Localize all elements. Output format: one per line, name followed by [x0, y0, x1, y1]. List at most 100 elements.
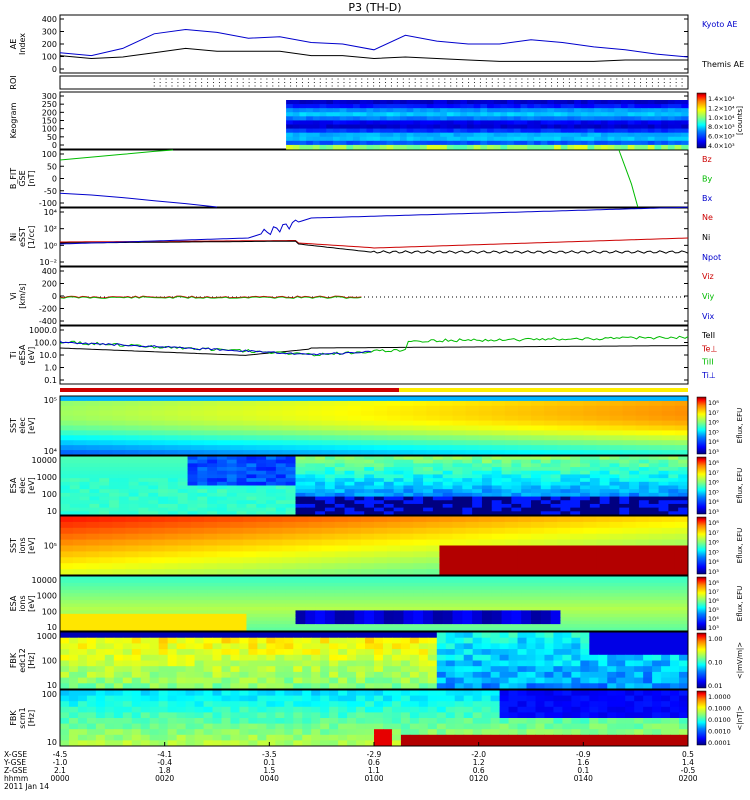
spectrogram-cell	[678, 503, 689, 509]
spectrogram-cell	[347, 396, 362, 402]
spectrogram-cell	[619, 589, 630, 594]
spectrogram-cell	[190, 563, 205, 570]
spectrogram-cell	[629, 474, 640, 479]
spectrogram-cell	[360, 405, 375, 412]
keogram-cell	[487, 140, 495, 146]
spectrogram-cell	[79, 467, 90, 472]
keogram-cell	[366, 112, 374, 117]
spectrogram-cell	[599, 478, 610, 483]
spectrogram-cell	[481, 632, 492, 639]
spectrogram-cell	[521, 603, 532, 608]
spectrogram-cell	[321, 533, 336, 541]
keogram-cell	[399, 104, 408, 109]
spectrogram-cell	[550, 617, 561, 622]
spectrogram-cell	[609, 579, 620, 584]
spectrogram-cell	[374, 492, 385, 498]
keogram-cell	[527, 104, 535, 109]
spectrogram-cell	[648, 600, 660, 604]
spectrogram-cell	[658, 507, 669, 512]
spectrogram-cell	[501, 474, 512, 479]
spectrogram-cell	[295, 415, 310, 422]
spectrogram-cell	[109, 582, 120, 587]
keogram-cell	[312, 128, 321, 134]
spectrogram-cell	[511, 627, 522, 632]
spectrogram-cell	[295, 440, 310, 446]
spectrogram-cell	[432, 492, 444, 498]
spectrogram-cell	[295, 400, 310, 407]
roi-dot	[331, 81, 333, 84]
spectrogram-cell	[511, 474, 522, 479]
spectrogram-cell	[652, 666, 662, 673]
spectrogram-cell	[491, 557, 506, 564]
spectrogram-cell	[374, 425, 388, 431]
spectrogram-cell	[491, 593, 503, 598]
spectrogram-cell	[393, 627, 404, 632]
spectrogram-cell	[89, 596, 100, 601]
spectrogram-cell	[427, 649, 438, 656]
spectrogram-cell	[472, 503, 483, 509]
spectrogram-cell	[131, 660, 142, 667]
spectrogram-cell	[374, 459, 385, 464]
spectrogram-cell	[439, 450, 453, 456]
spectrogram-cell	[125, 516, 139, 523]
spectrogram-cell	[285, 474, 296, 479]
spectrogram-cell	[452, 415, 467, 422]
spectrogram-cell	[113, 660, 124, 667]
spectrogram-cell	[418, 643, 429, 650]
spectrogram-cell	[517, 563, 532, 570]
spectrogram-cell	[217, 500, 228, 505]
spectrogram-cell	[393, 586, 404, 591]
spectrogram-cell	[544, 430, 558, 436]
keogram-cell	[533, 136, 542, 142]
spectrogram-cell	[86, 660, 97, 667]
spectrogram-cell	[148, 596, 159, 601]
spectrogram-cell	[383, 467, 395, 472]
spectrogram-cell	[638, 596, 650, 601]
roi-dot	[456, 85, 458, 87]
spectrogram-cell	[77, 643, 88, 650]
spectrogram-cell	[269, 420, 283, 426]
spectrogram-cell	[344, 624, 355, 629]
spectrogram-cell	[400, 440, 414, 446]
spectrogram-cell	[364, 586, 375, 591]
spectrogram-cell	[321, 539, 336, 546]
spectrogram-cell	[344, 579, 355, 584]
spectrogram-cell	[308, 521, 323, 529]
spectrogram-cell	[383, 613, 395, 618]
keogram-cell	[359, 104, 368, 109]
spectrogram-cell	[491, 425, 506, 431]
spectrogram-cell	[69, 485, 81, 490]
spectrogram-cell	[491, 489, 503, 494]
spectrogram-cell	[550, 503, 561, 509]
spectrogram-cell	[334, 400, 349, 407]
spectrogram-cell	[217, 627, 228, 632]
spectrogram-cell	[463, 649, 474, 656]
spectrogram-cell	[185, 660, 196, 667]
spectrogram-cell	[334, 470, 346, 475]
keogram-cell	[306, 124, 314, 130]
spectrogram-cell	[109, 489, 120, 494]
spectrogram-cell	[354, 593, 365, 598]
spectrogram-cell	[423, 593, 434, 598]
spectrogram-cell	[212, 660, 222, 667]
spectrogram-cell	[619, 613, 630, 618]
keogram-cell	[587, 116, 595, 122]
spectrogram-cell	[583, 539, 597, 546]
spectrogram-cell	[190, 533, 205, 541]
spectrogram-cell	[638, 500, 650, 505]
y-tick-label: -200	[39, 305, 57, 314]
spectrogram-cell	[99, 539, 113, 546]
spectrogram-cell	[257, 654, 267, 661]
spectrogram-cell	[293, 654, 303, 661]
spectrogram-cell	[540, 589, 552, 594]
spectrogram-cell	[194, 666, 205, 673]
spectrogram-cell	[629, 613, 640, 618]
keogram-cell	[647, 120, 656, 126]
spectrogram-cell	[295, 470, 306, 475]
spectrogram-cell	[329, 632, 339, 639]
spectrogram-cell	[73, 551, 87, 558]
spectrogram-cell	[481, 677, 492, 684]
spectrogram-cell	[648, 507, 660, 512]
spectrogram-cell	[236, 507, 247, 512]
keogram-cell	[339, 120, 347, 126]
